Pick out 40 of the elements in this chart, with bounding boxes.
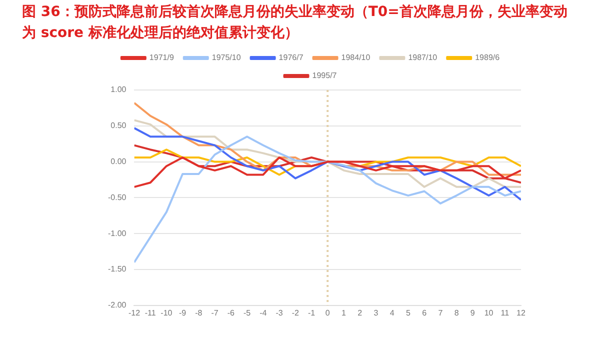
x-tick-label: 5 [406, 308, 411, 318]
y-tick-label: 0.00 [110, 157, 127, 166]
y-tick-label: -1.50 [108, 264, 127, 274]
x-tick-label: 1 [342, 308, 347, 318]
y-tick-label: -2.00 [108, 300, 127, 310]
legend-label: 1989/6 [475, 53, 500, 62]
legend-label: 1984/10 [341, 53, 371, 62]
x-tick-label: -9 [179, 308, 187, 318]
legend-label: 1987/10 [408, 53, 438, 62]
x-tick-label: -11 [144, 308, 156, 318]
x-tick-label: 7 [438, 308, 444, 318]
x-tick-label: 9 [470, 308, 476, 318]
legend-label: 1995/7 [312, 71, 338, 80]
x-tick-label: -8 [195, 308, 203, 318]
x-tick-label: 4 [390, 308, 395, 318]
chart-title: 图 36：预防式降息前后较首次降息月份的失业率变动（T0=首次降息月份，失业率变动为 score 标准化处理后的绝对值累计变化） [21, 2, 568, 43]
y-tick-label: 0.50 [110, 121, 127, 130]
x-tick-label: -2 [292, 308, 300, 318]
y-tick-label: -0.50 [108, 192, 127, 202]
y-tick-label: -1.00 [108, 228, 127, 238]
x-tick-label: 2 [358, 308, 363, 318]
x-tick-label: -10 [160, 308, 173, 318]
x-tick-label: 6 [422, 308, 428, 318]
legend-label: 1976/7 [278, 53, 304, 62]
x-tick-label: -12 [128, 308, 141, 318]
legend-label: 1975/10 [212, 53, 242, 62]
x-tick-label: -4 [260, 308, 268, 318]
x-tick-label: 11 [500, 308, 510, 318]
x-tick-label: -5 [243, 308, 252, 318]
x-tick-label: 12 [516, 308, 526, 318]
x-tick-label: 10 [484, 308, 494, 318]
x-tick-label: -7 [211, 308, 219, 318]
y-tick-label: 1.00 [110, 85, 127, 94]
x-tick-label: 3 [374, 308, 379, 318]
x-tick-label: -3 [276, 308, 284, 318]
x-tick-label: -6 [227, 308, 236, 318]
legend-label: 1971/9 [149, 53, 174, 62]
x-tick-label: -1 [308, 308, 316, 318]
x-tick-label: 8 [454, 308, 460, 318]
x-tick-label: 0 [325, 308, 330, 318]
